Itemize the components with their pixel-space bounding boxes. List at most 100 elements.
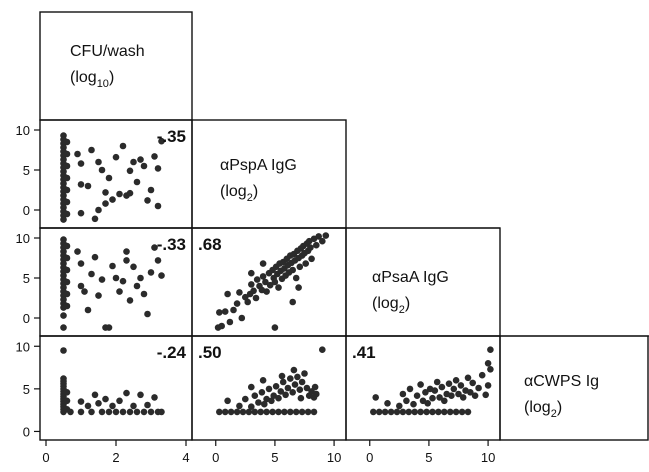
data-point	[245, 408, 253, 416]
x-tick-label: 10	[481, 450, 495, 465]
data-point	[60, 312, 67, 319]
x-tick-label: 0	[212, 450, 219, 465]
data-point	[459, 394, 467, 401]
data-point	[268, 397, 275, 405]
diag-label-cfu-unit-text: log	[75, 69, 96, 86]
data-point	[133, 408, 141, 416]
data-point	[63, 389, 71, 396]
data-point	[77, 160, 85, 167]
y-tick-label: 0	[23, 203, 30, 218]
data-point	[464, 374, 472, 382]
data-point	[158, 137, 165, 145]
data-point	[63, 162, 71, 170]
data-point	[130, 158, 137, 166]
data-point	[238, 314, 246, 322]
data-point	[88, 146, 95, 154]
data-point	[469, 379, 477, 387]
panel-frame	[345, 335, 501, 441]
data-point	[123, 389, 130, 397]
data-point	[417, 408, 424, 416]
data-point	[248, 269, 255, 277]
data-point	[372, 394, 380, 401]
data-point	[313, 241, 320, 249]
data-point	[109, 402, 116, 410]
data-point	[63, 174, 71, 182]
data-point	[289, 389, 297, 396]
data-point	[269, 408, 276, 416]
data-point	[60, 324, 67, 331]
data-point	[271, 324, 279, 331]
data-point	[63, 198, 71, 206]
data-point	[259, 273, 267, 280]
data-point	[74, 248, 81, 255]
data-point	[464, 408, 472, 416]
data-point	[102, 189, 109, 196]
data-point	[275, 394, 282, 402]
data-point	[105, 408, 113, 416]
scatter-panel: -.24	[39, 335, 193, 441]
data-point	[63, 210, 71, 218]
data-point	[230, 306, 237, 314]
data-point	[298, 408, 306, 416]
data-point	[284, 384, 292, 392]
diag-label-cfu-unit-sub: 10	[97, 78, 109, 90]
data-point	[154, 257, 162, 264]
data-point	[257, 408, 265, 416]
data-point	[438, 383, 446, 391]
data-point	[417, 381, 424, 388]
data-point	[255, 399, 262, 406]
data-point	[436, 394, 443, 401]
data-point	[296, 386, 304, 394]
x-tick-label: 5	[425, 450, 432, 465]
y-tick-label: 0	[23, 311, 30, 326]
data-point	[112, 153, 120, 161]
diag-label-cwps-unit-sub: 2	[551, 408, 557, 420]
data-point	[98, 408, 106, 416]
data-point	[399, 390, 407, 398]
data-point	[259, 377, 267, 384]
data-point	[471, 392, 479, 400]
data-point	[277, 388, 285, 395]
data-point	[63, 242, 71, 250]
data-point	[84, 402, 92, 410]
data-point	[63, 150, 71, 158]
x-tick-label: 2	[112, 450, 119, 465]
diag-label-psaa-name: αPsaA IgG	[372, 269, 449, 286]
data-point	[112, 274, 120, 282]
data-point	[233, 300, 241, 307]
data-point	[77, 282, 85, 290]
data-point	[242, 395, 249, 403]
data-point	[95, 206, 102, 214]
data-point	[431, 387, 439, 394]
data-point	[410, 400, 417, 408]
data-point	[396, 402, 403, 410]
data-point	[130, 263, 137, 271]
data-point	[301, 370, 308, 377]
data-point	[258, 389, 266, 396]
data-point	[227, 408, 235, 416]
data-point	[294, 373, 301, 381]
data-point	[218, 322, 225, 330]
data-point	[278, 372, 286, 380]
data-point	[253, 276, 261, 283]
correlation-label: .50	[198, 343, 222, 362]
data-point	[265, 385, 273, 393]
data-point	[298, 378, 306, 386]
data-point	[452, 408, 460, 416]
data-point	[63, 290, 71, 298]
data-point	[405, 408, 413, 416]
data-point	[158, 408, 165, 416]
data-point	[263, 288, 270, 295]
data-point	[151, 394, 158, 401]
x-tick-label: 0	[366, 450, 373, 465]
data-point	[91, 391, 99, 399]
data-point	[275, 408, 282, 416]
data-point	[307, 244, 314, 251]
data-point	[147, 186, 155, 194]
scatter-panel: -.35	[39, 119, 193, 229]
data-point	[74, 150, 81, 158]
data-point	[244, 298, 251, 306]
x-tick-label: 5	[271, 450, 278, 465]
scatter-panel: -.33	[39, 227, 193, 337]
data-point	[224, 397, 231, 405]
